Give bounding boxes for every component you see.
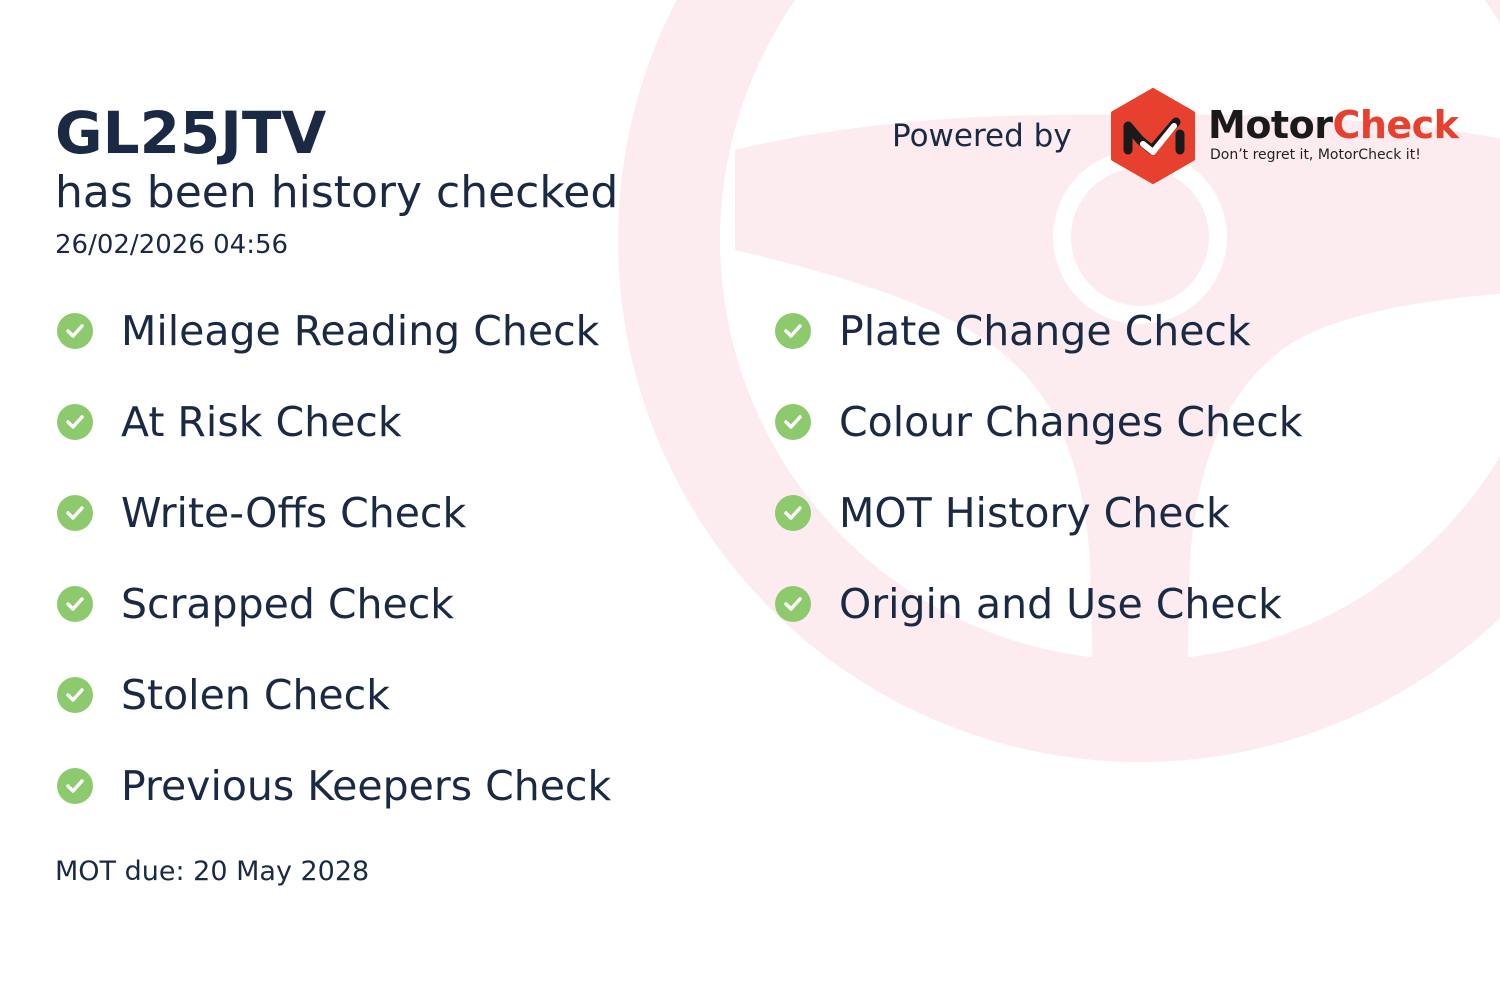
check-circle-icon bbox=[57, 586, 93, 622]
check-item: Colour Changes Check bbox=[775, 392, 1303, 452]
check-label: Scrapped Check bbox=[121, 580, 455, 628]
check-label: Origin and Use Check bbox=[839, 580, 1282, 628]
check-item: Stolen Check bbox=[57, 665, 390, 725]
check-label: Plate Change Check bbox=[839, 307, 1251, 355]
check-label: Stolen Check bbox=[121, 671, 390, 719]
vehicle-registration: GL25JTV bbox=[55, 99, 327, 167]
brand-tagline: Don’t regret it, MotorCheck it! bbox=[1210, 147, 1421, 163]
motorcheck-logo-icon bbox=[1111, 88, 1195, 184]
check-circle-icon bbox=[57, 313, 93, 349]
check-circle-icon bbox=[57, 768, 93, 804]
check-label: Mileage Reading Check bbox=[121, 307, 600, 355]
check-label: At Risk Check bbox=[121, 398, 402, 446]
check-circle-icon bbox=[57, 404, 93, 440]
check-circle-icon bbox=[775, 313, 811, 349]
checked-timestamp: 26/02/2026 04:56 bbox=[55, 230, 289, 260]
check-item: Write-Offs Check bbox=[57, 483, 466, 543]
check-label: Colour Changes Check bbox=[839, 398, 1303, 446]
check-item: Plate Change Check bbox=[775, 301, 1251, 361]
check-circle-icon bbox=[775, 586, 811, 622]
check-item: MOT History Check bbox=[775, 483, 1230, 543]
check-circle-icon bbox=[775, 495, 811, 531]
check-item: Origin and Use Check bbox=[775, 574, 1282, 634]
brand-motor: Motor bbox=[1208, 103, 1333, 147]
check-item: Mileage Reading Check bbox=[57, 301, 599, 361]
check-circle-icon bbox=[775, 404, 811, 440]
check-label: Write-Offs Check bbox=[121, 489, 467, 537]
powered-by-label: Powered by bbox=[892, 118, 1072, 154]
check-circle-icon bbox=[57, 495, 93, 531]
check-item: At Risk Check bbox=[57, 392, 402, 452]
check-circle-icon bbox=[57, 677, 93, 713]
brand-check: Check bbox=[1332, 103, 1459, 147]
motorcheck-brand-name: MotorCheck bbox=[1208, 102, 1459, 148]
mot-due-date: MOT due: 20 May 2028 bbox=[55, 856, 370, 887]
history-checked-subtitle: has been history checked bbox=[55, 167, 619, 218]
check-item: Scrapped Check bbox=[57, 574, 454, 634]
check-label: Previous Keepers Check bbox=[121, 762, 612, 810]
check-item: Previous Keepers Check bbox=[57, 756, 611, 816]
check-label: MOT History Check bbox=[839, 489, 1230, 537]
